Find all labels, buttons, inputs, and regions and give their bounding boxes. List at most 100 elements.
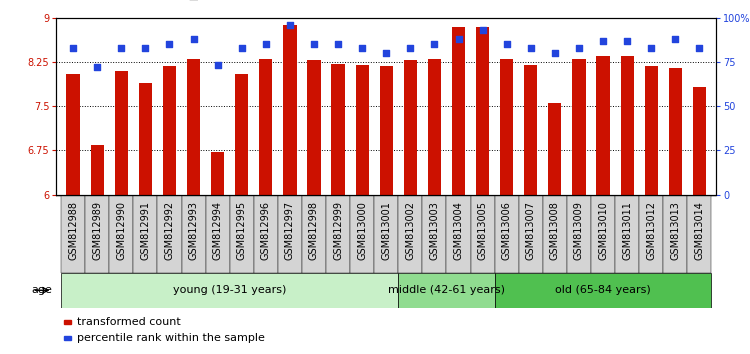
Point <box>236 45 248 51</box>
Point <box>67 45 79 51</box>
Bar <box>572 59 586 195</box>
Text: GSM813004: GSM813004 <box>454 201 464 260</box>
Point <box>476 27 488 33</box>
Point <box>260 41 272 47</box>
Text: transformed count: transformed count <box>77 317 181 327</box>
Text: GSM812994: GSM812994 <box>213 201 223 260</box>
Bar <box>350 195 374 273</box>
Text: GSM813014: GSM813014 <box>694 201 704 260</box>
Bar <box>548 103 562 195</box>
Bar <box>422 195 446 273</box>
Bar <box>356 65 369 195</box>
Bar <box>254 195 278 273</box>
Bar <box>404 60 417 195</box>
Text: GSM812990: GSM812990 <box>116 201 126 260</box>
Bar <box>596 56 610 195</box>
Bar <box>61 273 398 308</box>
Point <box>92 64 104 70</box>
Text: middle (42-61 years): middle (42-61 years) <box>388 285 505 295</box>
Point <box>164 41 176 47</box>
Text: age: age <box>32 285 53 295</box>
Text: GSM813006: GSM813006 <box>502 201 512 260</box>
Bar <box>543 195 567 273</box>
Bar <box>260 59 272 195</box>
Bar <box>67 74 80 195</box>
Bar <box>230 195 254 273</box>
Text: GSM813011: GSM813011 <box>622 201 632 260</box>
Bar <box>644 66 658 195</box>
Text: GSM813009: GSM813009 <box>574 201 584 260</box>
Point <box>525 45 537 51</box>
Bar <box>61 195 86 273</box>
Bar <box>284 25 296 195</box>
Bar <box>374 195 398 273</box>
Bar <box>687 195 712 273</box>
Bar <box>452 27 465 195</box>
Text: GSM813001: GSM813001 <box>381 201 392 260</box>
Text: GSM813003: GSM813003 <box>430 201 439 260</box>
Bar <box>524 65 538 195</box>
Text: old (65-84 years): old (65-84 years) <box>555 285 651 295</box>
Point <box>380 50 392 56</box>
Point <box>284 22 296 28</box>
Bar <box>398 273 495 308</box>
Point <box>140 45 152 51</box>
Point <box>573 45 585 51</box>
Text: GSM812991: GSM812991 <box>140 201 150 260</box>
Bar <box>163 66 176 195</box>
Text: GSM812997: GSM812997 <box>285 201 295 260</box>
Bar <box>91 144 104 195</box>
Text: GSM813010: GSM813010 <box>598 201 608 260</box>
Point <box>501 41 513 47</box>
Point <box>645 45 657 51</box>
Bar <box>620 56 634 195</box>
Text: GSM812988: GSM812988 <box>68 201 78 260</box>
Text: GSM813002: GSM813002 <box>405 201 416 260</box>
Text: GSM813012: GSM813012 <box>646 201 656 260</box>
Bar <box>139 82 152 195</box>
Point <box>452 36 464 42</box>
Bar <box>110 195 134 273</box>
Bar <box>476 27 489 195</box>
Text: GSM812995: GSM812995 <box>237 201 247 260</box>
Text: GSM812993: GSM812993 <box>188 201 199 260</box>
Bar <box>326 195 350 273</box>
Text: GSM813005: GSM813005 <box>478 201 488 260</box>
Text: GSM812999: GSM812999 <box>333 201 343 260</box>
Bar <box>446 195 470 273</box>
Point <box>356 45 368 51</box>
Bar <box>591 195 615 273</box>
Point <box>188 36 200 42</box>
Bar <box>398 195 422 273</box>
Bar <box>639 195 663 273</box>
Text: GSM813007: GSM813007 <box>526 201 536 260</box>
Bar <box>495 273 712 308</box>
Text: GSM812998: GSM812998 <box>309 201 319 260</box>
Bar <box>615 195 639 273</box>
Text: GSM812992: GSM812992 <box>164 201 175 260</box>
Bar <box>500 59 513 195</box>
Text: young (19-31 years): young (19-31 years) <box>173 285 286 295</box>
Text: percentile rank within the sample: percentile rank within the sample <box>77 333 266 343</box>
Point <box>669 36 681 42</box>
Point <box>428 41 440 47</box>
Bar <box>134 195 158 273</box>
Bar <box>182 195 206 273</box>
Bar <box>567 195 591 273</box>
Text: GSM812989: GSM812989 <box>92 201 102 260</box>
Bar <box>235 74 248 195</box>
Bar <box>663 195 687 273</box>
Bar <box>380 66 393 195</box>
Text: GSM813013: GSM813013 <box>670 201 680 260</box>
Bar <box>158 195 182 273</box>
Point <box>694 45 706 51</box>
Text: GSM812996: GSM812996 <box>261 201 271 260</box>
Bar <box>278 195 302 273</box>
Point <box>308 41 320 47</box>
Bar <box>211 152 224 195</box>
Bar <box>86 195 109 273</box>
Point <box>116 45 128 51</box>
Bar <box>427 59 441 195</box>
Bar <box>308 60 320 195</box>
Bar <box>332 64 345 195</box>
